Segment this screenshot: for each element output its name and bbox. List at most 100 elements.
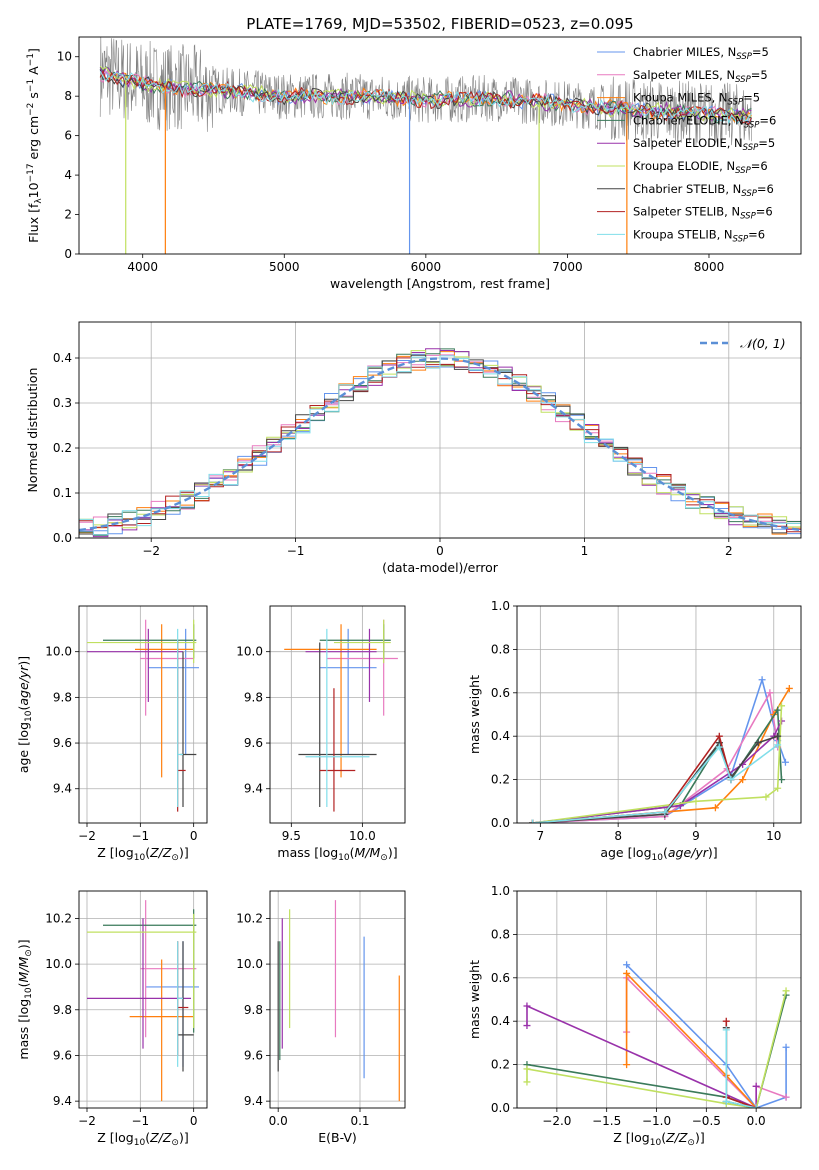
weight-marker — [523, 1065, 531, 1073]
errorbar-point — [305, 628, 370, 808]
legend-entry: 𝒩(0, 1) — [740, 336, 786, 351]
y-tick-label: 0.2 — [53, 441, 72, 455]
y-tick-label: 10.2 — [236, 911, 263, 925]
y-tick-label: 9.6 — [53, 1048, 72, 1062]
weight-series-line — [526, 1004, 758, 1108]
y-axis-label: age [log10(age/yr)] — [16, 656, 34, 773]
y-tick-label: 9.8 — [244, 690, 263, 704]
x-tick-label: −1.5 — [592, 1114, 621, 1128]
x-axis-label: Z [log10(Z/Z⊙)] — [613, 1130, 704, 1148]
y-tick-label: 8 — [64, 89, 72, 103]
weight-marker — [781, 758, 789, 766]
weight-marker — [722, 1017, 730, 1025]
age_vs_mass-frame — [269, 605, 406, 824]
y-tick-label: 10.0 — [45, 957, 72, 971]
x-tick-label: 0 — [436, 544, 444, 558]
weight-marker — [623, 961, 631, 969]
x-tick-label: 10 — [766, 829, 781, 843]
spectrum-data-line — [99, 37, 752, 146]
weight_vs_Z-frame — [516, 890, 802, 1109]
weight-marker — [711, 804, 719, 812]
mass_vs_ebv-axes: 0.0 0.1 9.4 9.6 9.8 10.0 10.2 — [236, 891, 405, 1128]
y-tick-label: 0.6 — [491, 686, 510, 700]
x-tick-label: −2.0 — [542, 1114, 571, 1128]
legend-entry: Kroupa ELODIE, NSSP=6 — [633, 159, 768, 176]
errorbar-point — [87, 913, 197, 1029]
mass_vs_Z-plot-area — [87, 900, 199, 1102]
spectrum-legend: Chabrier MILES, NSSP=5 Salpeter MILES, NS… — [597, 45, 776, 244]
residuals-chart: −2 −1 0 1 2 0.0 0.1 0.2 0.3 0.4 𝒩(0, 1) (data-model… — [25, 321, 802, 575]
x-tick-label: 7 — [537, 829, 545, 843]
y-tick-label: 0.4 — [491, 1014, 510, 1028]
age_vs_mass-chart: 9.5 10.0 9.4 9.6 9.8 10.0 mass [log10(M/M⊙)] — [236, 605, 406, 863]
errorbar-point — [305, 628, 377, 702]
weight_vs_age-plot-area — [529, 676, 793, 823]
age_vs_mass-plot-area — [284, 619, 398, 812]
y-tick-label: 9.4 — [53, 782, 72, 796]
weight-marker — [715, 732, 723, 740]
x-tick-label: 0.1 — [350, 1114, 369, 1128]
x-axis-label: E(B-V) — [318, 1130, 357, 1145]
histogram-step — [79, 355, 801, 536]
residuals-legend: 𝒩(0, 1) — [700, 336, 786, 351]
legend-entry: Chabrier MILES, NSSP=5 — [633, 45, 769, 62]
weight-marker — [782, 1043, 790, 1051]
x-tick-label: −1 — [131, 1114, 149, 1128]
x-tick-label: 0.0 — [747, 1114, 766, 1128]
y-tick-label: 4 — [64, 168, 72, 182]
y-tick-label: 0.3 — [53, 396, 72, 410]
x-tick-label: 9 — [692, 829, 700, 843]
weight-series-line — [625, 971, 757, 1108]
x-tick-label: −2 — [142, 544, 160, 558]
mass_vs_ebv-chart: 0.0 0.1 9.4 9.6 9.8 10.0 10.2 E(B-V) — [236, 890, 406, 1145]
y-tick-label: 1.0 — [491, 599, 510, 613]
weight-marker — [715, 743, 723, 751]
x-tick-label: 5000 — [269, 260, 300, 274]
errorbar-point — [298, 642, 377, 808]
errorbar-point — [87, 628, 183, 702]
x-tick-label: 9.5 — [282, 829, 301, 843]
x-tick-label: −1 — [131, 829, 149, 843]
weight_vs_Z-plot-area — [523, 961, 790, 1108]
x-tick-label: 7000 — [552, 260, 583, 274]
errorbar-point — [135, 624, 194, 778]
weight-marker — [529, 819, 537, 823]
weight-marker — [774, 741, 782, 749]
x-tick-label: 0.0 — [269, 1114, 288, 1128]
residuals-plot-area — [79, 348, 801, 538]
weight-marker — [766, 689, 774, 697]
y-tick-label: 9.8 — [53, 690, 72, 704]
y-tick-label: 9.8 — [53, 1003, 72, 1017]
y-tick-label: 10.0 — [236, 645, 263, 659]
errorbar-point — [140, 619, 194, 716]
spectrum-plot-area — [99, 37, 752, 254]
weight-marker — [774, 732, 782, 740]
x-tick-label: 8 — [614, 829, 622, 843]
legend-entry: Salpeter STELIB, NSSP=6 — [633, 205, 773, 222]
y-axis-label: mass [log10(M/M⊙)] — [16, 939, 34, 1059]
y-tick-label: 2 — [64, 208, 72, 222]
y-tick-label: 9.6 — [244, 736, 263, 750]
y-tick-label: 0.0 — [491, 816, 510, 830]
weight-marker — [778, 776, 786, 784]
weight-marker — [661, 808, 669, 816]
y-tick-label: 10.0 — [45, 645, 72, 659]
weight-marker — [758, 676, 766, 684]
weight-marker — [774, 784, 782, 792]
x-tick-label: 1 — [581, 544, 589, 558]
legend-entry: Salpeter MILES, NSSP=5 — [633, 68, 768, 85]
normal-curve — [79, 357, 801, 532]
x-tick-label: 0 — [190, 1114, 198, 1128]
y-tick-label: 10.0 — [236, 957, 263, 971]
errorbar-point — [140, 900, 197, 1038]
spectrum-chart: 4000 5000 6000 7000 8000 0 2 4 6 8 10 Chabrier MILE… — [26, 36, 802, 291]
weight-marker — [523, 1022, 531, 1030]
errorbar-point — [319, 688, 356, 812]
y-axis-label: Normed distribution — [25, 368, 40, 493]
y-axis-label: mass weight — [467, 960, 482, 1039]
legend-entry: Salpeter ELODIE, NSSP=5 — [633, 136, 775, 153]
spectrum-axes: 4000 5000 6000 7000 8000 0 2 4 6 8 10 — [57, 50, 725, 274]
x-tick-label: 6000 — [411, 260, 442, 274]
weight-marker — [523, 1078, 531, 1086]
errorbar-point — [177, 941, 194, 1072]
